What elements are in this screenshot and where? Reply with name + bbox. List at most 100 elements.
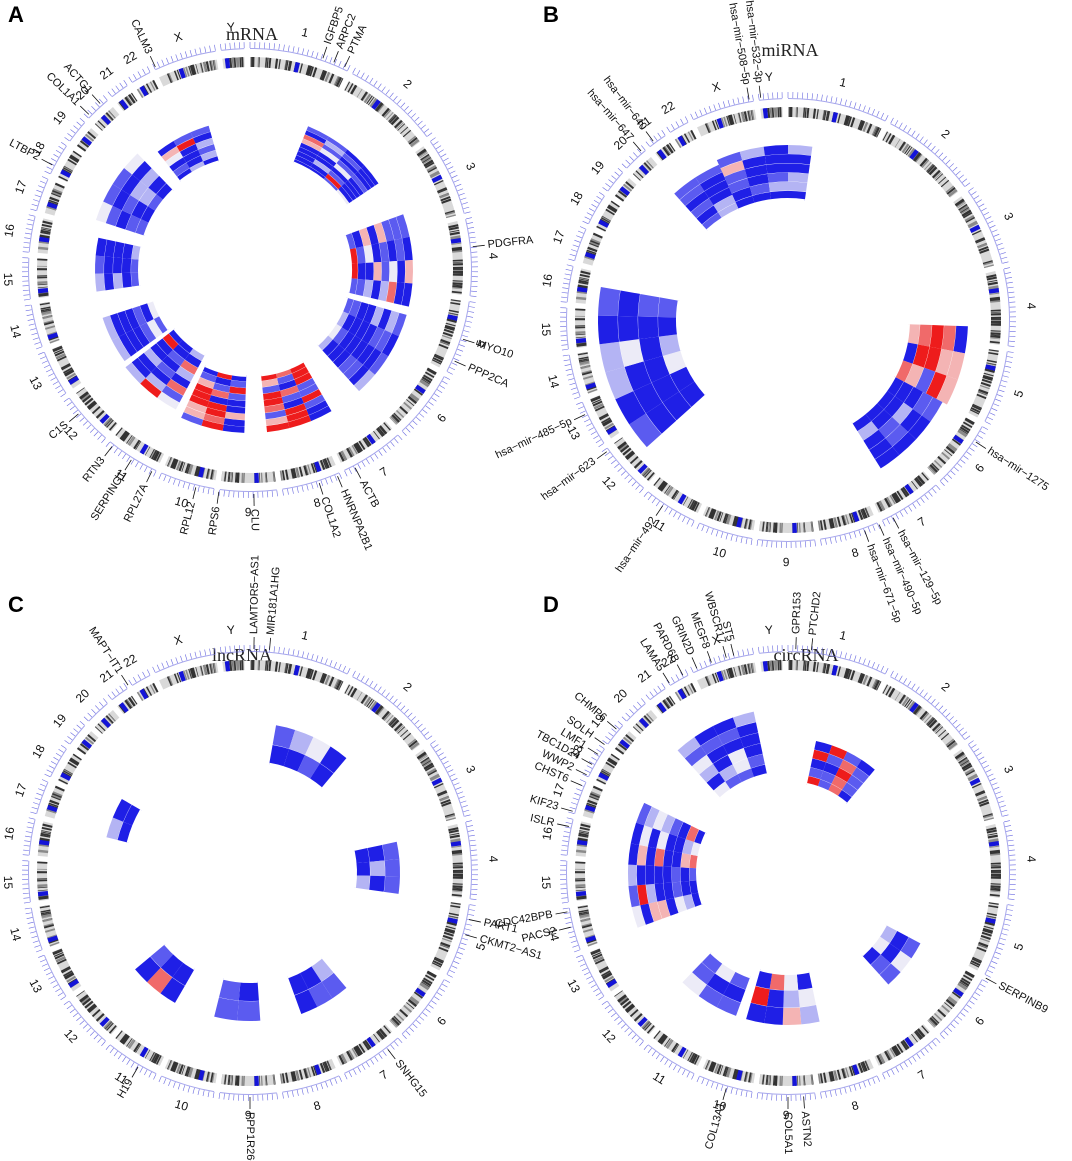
cytoband xyxy=(265,472,267,483)
axis-tick xyxy=(428,401,434,406)
cytoband xyxy=(959,426,970,434)
cytoband xyxy=(971,782,982,789)
axis-tick xyxy=(920,1050,925,1056)
cytoband xyxy=(889,495,896,505)
tick-baseline xyxy=(568,354,581,397)
cytoband xyxy=(664,485,671,494)
cytoband xyxy=(889,135,895,145)
cytoband xyxy=(350,84,356,94)
axis-tick xyxy=(582,773,589,777)
cytoband xyxy=(199,62,203,73)
cytoband xyxy=(576,895,587,899)
heatmap-cell xyxy=(125,308,140,330)
axis-tick xyxy=(202,1090,205,1097)
axis-tick xyxy=(119,82,124,89)
cytoband xyxy=(716,511,722,522)
axis-tick xyxy=(451,778,458,782)
axis-tick xyxy=(950,470,956,476)
axis-tick xyxy=(894,120,899,126)
heatmap-cell xyxy=(115,210,132,230)
cytoband xyxy=(403,1004,412,1013)
axis-tick xyxy=(830,1090,832,1097)
axis-tick xyxy=(31,332,38,336)
gene-leader-line xyxy=(878,524,885,536)
axis-tick xyxy=(732,98,735,105)
heatmap-cell xyxy=(869,438,893,460)
cytoband xyxy=(230,472,233,483)
heatmap-cell xyxy=(189,394,210,408)
axis-tick xyxy=(635,1037,640,1043)
cytoband xyxy=(91,406,101,415)
axis-tick xyxy=(977,435,983,439)
axis-tick xyxy=(954,466,959,472)
cytoband xyxy=(990,323,1001,326)
cytoband xyxy=(769,1075,772,1086)
heatmap-cell xyxy=(325,173,342,190)
axis-tick xyxy=(442,983,448,988)
axis-tick xyxy=(916,1053,921,1059)
centromere xyxy=(99,1016,110,1027)
axis-tick xyxy=(664,506,669,512)
heatmap-cell xyxy=(701,952,724,974)
chromosome-label: 13 xyxy=(26,374,45,393)
axis-tick xyxy=(617,720,623,726)
cytoband xyxy=(239,57,242,68)
axis-tick xyxy=(604,452,610,457)
axis-tick xyxy=(643,1044,648,1050)
cytoband xyxy=(448,827,459,832)
cytoband xyxy=(243,472,245,483)
panel-title: lncRNA xyxy=(212,645,272,665)
heatmap-cell xyxy=(131,200,148,219)
axis-tick xyxy=(579,779,586,783)
axis-tick xyxy=(369,77,374,84)
cytoband xyxy=(128,697,135,707)
heatmap-tracks xyxy=(597,145,968,469)
axis-tick xyxy=(567,378,574,381)
axis-tick xyxy=(982,426,989,430)
cytoband xyxy=(212,60,216,71)
cytoband xyxy=(72,150,82,158)
chromosome-label: Y xyxy=(764,623,773,638)
axis-tick xyxy=(997,394,1003,397)
heatmap-cell xyxy=(299,142,320,156)
axis-tick xyxy=(853,1084,857,1091)
axis-tick xyxy=(637,148,642,154)
heatmap-cell xyxy=(870,954,891,975)
cytoband xyxy=(63,368,74,376)
cytoband xyxy=(42,918,53,923)
cytoband xyxy=(429,170,440,177)
cytoband xyxy=(986,359,997,364)
chromosome-label: X xyxy=(172,632,184,648)
axis-tick xyxy=(912,503,917,509)
axis-tick xyxy=(1007,904,1014,906)
chromosome-label: 17 xyxy=(550,781,568,799)
centromere xyxy=(447,314,458,321)
cytoband xyxy=(732,515,736,526)
cytoband xyxy=(323,1062,328,1072)
cytoband xyxy=(251,660,254,671)
tick-baseline xyxy=(649,688,666,701)
cytoband xyxy=(660,1035,668,1045)
axis-tick xyxy=(1006,834,1013,837)
axis-tick xyxy=(449,773,456,777)
heatmap-cell xyxy=(722,737,744,755)
gene-leader-line xyxy=(337,476,343,488)
cytoband xyxy=(900,487,908,498)
cytoband xyxy=(221,1074,223,1085)
cytoband xyxy=(684,686,690,696)
cytoband xyxy=(587,246,598,253)
axis-tick xyxy=(701,1078,705,1085)
gene-leader-line xyxy=(91,94,101,104)
cytoband xyxy=(990,316,1001,319)
axis-tick xyxy=(993,233,1000,237)
cytoband xyxy=(52,190,62,196)
cytoband xyxy=(108,422,117,431)
axis-tick xyxy=(935,485,941,491)
heatmap-cell xyxy=(189,347,206,361)
axis-tick xyxy=(435,145,442,150)
axis-tick xyxy=(758,93,760,100)
axis-tick xyxy=(465,217,472,220)
cytoband xyxy=(260,1075,263,1086)
chromosome-label: 19 xyxy=(588,158,607,177)
gene-leader-line xyxy=(354,467,362,479)
